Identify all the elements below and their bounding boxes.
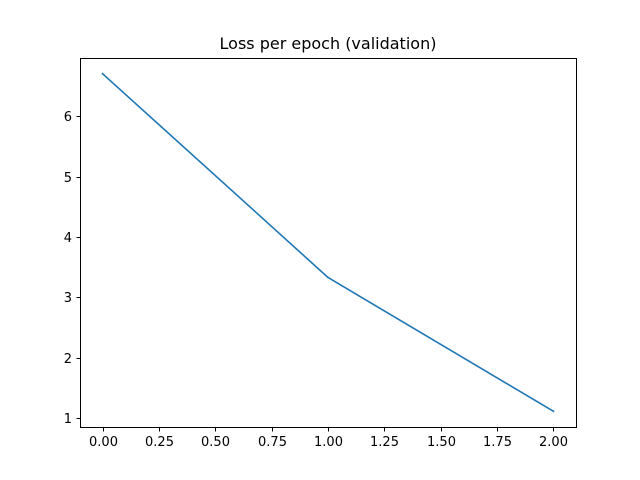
y-tick-label: 6 bbox=[64, 110, 72, 125]
x-tick-label: 0.25 bbox=[145, 435, 174, 450]
x-tick-label: 1.75 bbox=[483, 435, 512, 450]
x-tick-label: 1.50 bbox=[427, 435, 456, 450]
y-tick-label: 2 bbox=[64, 352, 72, 367]
chart-title: Loss per epoch (validation) bbox=[220, 34, 437, 53]
x-tick-label: 1.25 bbox=[370, 435, 399, 450]
y-tick-label: 4 bbox=[64, 231, 72, 246]
x-tick-label: 0.00 bbox=[89, 435, 118, 450]
x-axis: 0.00 0.25 0.50 0.75 1.00 1.25 1.50 1.75 2.00 bbox=[89, 427, 568, 450]
x-tick-label: 2.00 bbox=[539, 435, 568, 450]
plot-frame bbox=[80, 58, 577, 428]
y-tick-label: 3 bbox=[64, 291, 72, 306]
data-point bbox=[101, 72, 104, 75]
series-layer bbox=[101, 72, 555, 413]
y-tick-label: 5 bbox=[64, 171, 72, 186]
y-axis: 1 2 3 4 5 6 bbox=[64, 110, 81, 427]
y-tick-label: 1 bbox=[64, 412, 72, 427]
x-tick-label: 1.00 bbox=[314, 435, 343, 450]
data-point bbox=[552, 410, 555, 413]
x-tick-label: 0.75 bbox=[258, 435, 287, 450]
x-tick-label: 0.50 bbox=[201, 435, 230, 450]
data-point bbox=[327, 276, 329, 279]
